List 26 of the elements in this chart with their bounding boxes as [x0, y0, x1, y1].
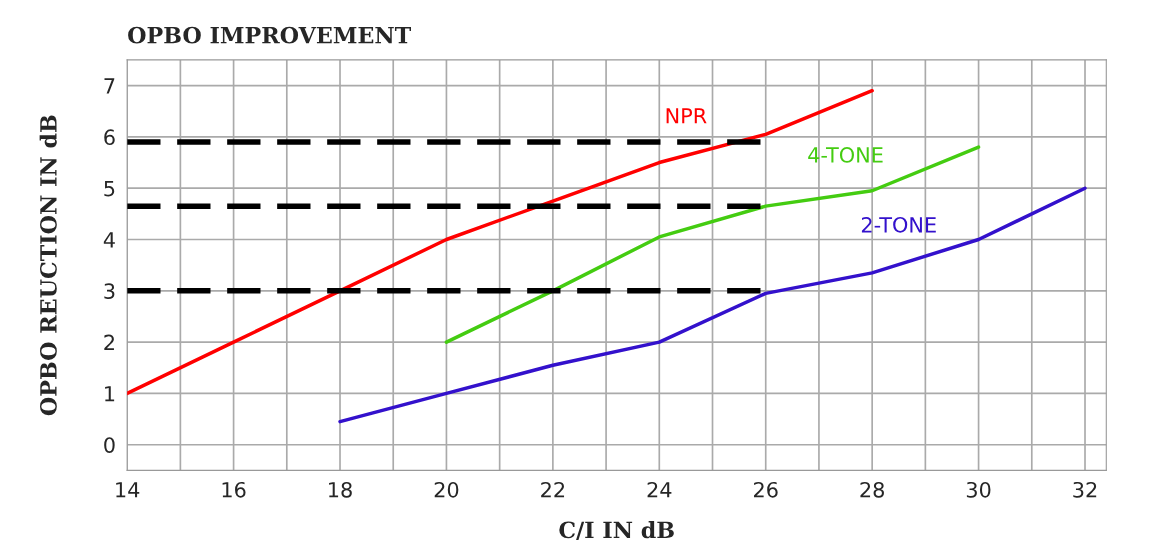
series-label: 4-TONE [808, 147, 883, 163]
y-tick-label: 0 [104, 437, 115, 453]
x-axis-title: C/I IN dB [559, 521, 674, 541]
x-tick-label: 16 [222, 481, 246, 498]
y-tick-label: 2 [104, 334, 114, 351]
x-tick-label: 26 [754, 481, 778, 498]
y-tick-label: 5 [104, 180, 115, 197]
y-tick-label: 4 [103, 232, 115, 248]
y-tick-label: 7 [104, 78, 115, 94]
series-label: NPR [666, 108, 707, 124]
x-tick-label: 30 [966, 481, 991, 498]
x-tick-label: 20 [434, 481, 459, 498]
x-tick-label: 24 [647, 481, 672, 498]
y-tick-label: 3 [104, 283, 115, 300]
x-tick-label: 14 [116, 482, 140, 498]
y-tick-label: 6 [104, 129, 115, 146]
y-axis-title: OPBO REUCTION IN dB [39, 115, 57, 416]
chart-title: OPBO IMPROVEMENT [128, 26, 411, 44]
x-tick-label: 28 [860, 481, 884, 498]
line-series [444, 145, 981, 344]
y-tick-label: 1 [105, 386, 115, 402]
line-series [338, 186, 1087, 424]
x-tick-label: 18 [329, 481, 352, 498]
x-tick-label: 32 [1073, 481, 1097, 498]
x-tick-label: 22 [541, 481, 565, 498]
series-label: 2-TONE [861, 216, 936, 233]
